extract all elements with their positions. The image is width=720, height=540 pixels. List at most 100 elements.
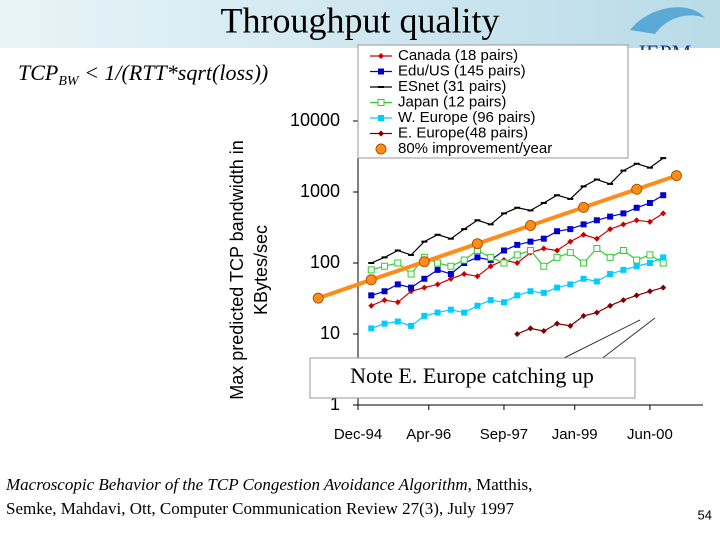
y-tick-label: 100 — [310, 252, 340, 272]
point — [580, 221, 587, 228]
point — [567, 226, 574, 233]
title-band — [0, 0, 720, 48]
point — [421, 284, 428, 291]
point — [487, 253, 495, 261]
citation: Semke, Mahdavi, Ott, Computer Communicat… — [6, 499, 515, 518]
point — [580, 312, 587, 319]
point — [514, 260, 521, 266]
legend-marker — [378, 53, 384, 59]
legend-marker — [378, 130, 384, 137]
point — [434, 259, 442, 267]
point — [633, 204, 640, 211]
point — [633, 256, 641, 264]
annotation-box — [309, 357, 636, 399]
legend-marker — [375, 143, 387, 155]
plot: 1 10 100 1000 10000 Dec-94 Apr-96 Sep-97 Jan-99 J… — [290, 50, 703, 443]
point — [312, 292, 324, 304]
point — [540, 262, 548, 270]
point — [408, 322, 415, 329]
point — [514, 241, 521, 248]
point — [461, 270, 468, 277]
y-tick-label: 10 — [320, 323, 340, 343]
point — [593, 278, 600, 285]
page-number: 54 — [698, 507, 712, 522]
point — [368, 325, 375, 332]
legend-label: ESnet (31 pairs) — [398, 78, 506, 95]
point — [620, 210, 627, 217]
formula-rest: < 1/(RTT*sqrt(loss)) — [79, 60, 269, 85]
point — [554, 320, 561, 327]
point — [607, 226, 614, 233]
legend-marker — [378, 115, 384, 121]
point — [540, 328, 547, 335]
point — [365, 274, 377, 286]
legend: Canada (18 pairs)Edu/US (145 pairs)ESnet… — [370, 47, 552, 157]
point — [660, 284, 667, 291]
citation-title: Macroscopic Behavior of the TCP Congesti… — [5, 475, 468, 494]
point — [474, 302, 481, 309]
formula: TCPBW < 1/(RTT*sqrt(loss)) — [18, 60, 268, 89]
legend-label: E. Europe(48 pairs) — [398, 124, 528, 141]
point — [646, 260, 653, 266]
point — [567, 281, 574, 288]
point — [447, 306, 454, 313]
point — [646, 288, 653, 295]
point — [540, 245, 547, 252]
point — [500, 259, 508, 267]
point — [514, 331, 521, 337]
point — [633, 263, 640, 270]
point — [619, 246, 627, 254]
point — [487, 263, 494, 270]
callout-line — [559, 319, 641, 361]
point — [471, 238, 483, 250]
point — [593, 235, 600, 242]
legend-label: 80% improvement/year — [398, 140, 552, 157]
y-tick-label: 10000 — [290, 110, 340, 130]
point — [513, 251, 521, 259]
legend-label: Edu/US (145 pairs) — [398, 62, 526, 79]
point — [554, 284, 561, 291]
legend-label: W. Europe (96 pairs) — [398, 109, 536, 126]
point — [434, 309, 441, 316]
point — [421, 275, 428, 282]
point — [527, 288, 534, 295]
point — [514, 292, 521, 299]
x-tick-label: Apr-96 — [406, 426, 451, 443]
y-axis-label: KBytes/sec — [251, 225, 271, 315]
point — [368, 292, 375, 299]
point — [607, 270, 614, 277]
point — [394, 299, 401, 306]
point — [394, 281, 401, 288]
legend-label: Japan (12 pairs) — [398, 93, 506, 110]
point — [418, 256, 430, 268]
point — [620, 221, 627, 228]
point — [460, 256, 468, 264]
point — [660, 192, 667, 199]
point — [527, 238, 534, 245]
legend-marker — [377, 99, 385, 106]
y-tick-label: 1000 — [300, 181, 340, 201]
formula-base: TCP — [18, 60, 58, 85]
point — [461, 309, 468, 316]
point — [660, 210, 667, 217]
point — [659, 259, 667, 267]
point — [367, 266, 375, 274]
point — [593, 245, 601, 253]
callout-line — [599, 317, 656, 361]
point — [500, 247, 507, 254]
point — [421, 312, 428, 319]
point — [554, 247, 561, 254]
x-tick-label: Jun-00 — [627, 426, 673, 443]
point — [607, 302, 614, 309]
point — [580, 231, 587, 238]
point — [487, 297, 494, 304]
point — [434, 266, 441, 273]
point — [381, 297, 388, 304]
point — [368, 302, 375, 309]
point — [447, 275, 454, 282]
slide-title: Throughput quality — [221, 0, 500, 40]
x-tick-label: Dec-94 — [334, 426, 382, 443]
y-tick-label: 1 — [330, 394, 340, 414]
point — [408, 284, 415, 291]
point — [620, 266, 627, 273]
